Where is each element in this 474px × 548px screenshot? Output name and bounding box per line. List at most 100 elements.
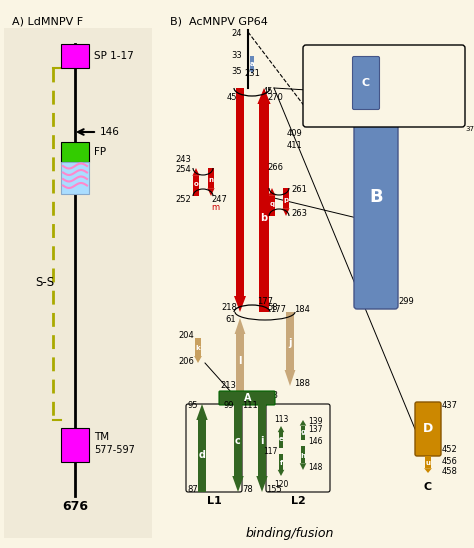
Text: 409: 409 [286, 129, 302, 139]
Text: 252: 252 [175, 196, 191, 204]
Text: 184: 184 [294, 305, 310, 315]
Polygon shape [300, 420, 306, 426]
Text: 177: 177 [270, 305, 286, 315]
Bar [322, 62, 326, 89]
Text: a: a [250, 61, 255, 66]
Bar [4, 28, 152, 538]
Text: 139: 139 [308, 418, 322, 426]
Polygon shape [283, 208, 290, 216]
Text: 35: 35 [231, 67, 242, 77]
Polygon shape [268, 188, 275, 196]
Text: 177: 177 [257, 298, 273, 306]
Text: m: m [211, 203, 219, 213]
Text: C: C [362, 78, 370, 88]
Text: 148: 148 [308, 464, 322, 472]
Text: i: i [260, 436, 264, 446]
Text: FP: FP [94, 147, 106, 157]
Text: 45: 45 [263, 88, 273, 96]
Polygon shape [300, 463, 306, 470]
Text: 348: 348 [337, 50, 351, 56]
Text: 357: 357 [367, 113, 381, 119]
Polygon shape [419, 89, 425, 100]
Polygon shape [393, 62, 399, 73]
Text: 437: 437 [442, 402, 458, 410]
Text: D: D [423, 423, 433, 436]
Text: g: g [301, 429, 306, 435]
Text: 261: 261 [291, 186, 307, 195]
Text: 263: 263 [291, 209, 307, 219]
Text: 456: 456 [442, 458, 458, 466]
Text: 146: 146 [100, 127, 120, 137]
Text: 58: 58 [267, 302, 278, 311]
Text: 204: 204 [178, 332, 194, 340]
Text: 372: 372 [465, 126, 474, 132]
Bar [301, 426, 305, 440]
Text: 87: 87 [187, 486, 198, 494]
Text: q: q [269, 201, 274, 207]
Text: l: l [238, 356, 242, 366]
Text: A) LdMNPV F: A) LdMNPV F [12, 16, 83, 26]
Bar [279, 432, 283, 448]
FancyBboxPatch shape [415, 402, 441, 456]
Text: 24: 24 [231, 30, 242, 38]
Text: 299: 299 [398, 298, 414, 306]
Bar [209, 168, 214, 188]
Bar [283, 188, 289, 208]
Text: 108: 108 [262, 391, 278, 401]
Bar [61, 428, 89, 462]
Text: L2: L2 [291, 496, 305, 506]
Polygon shape [278, 470, 284, 476]
Polygon shape [194, 356, 202, 363]
Text: e: e [279, 436, 283, 442]
Text: A: A [244, 393, 252, 403]
Text: 270: 270 [267, 94, 283, 102]
Polygon shape [424, 468, 432, 473]
Text: 254: 254 [175, 165, 191, 174]
FancyBboxPatch shape [354, 85, 398, 309]
Text: 45: 45 [227, 94, 237, 102]
Text: b: b [260, 213, 267, 223]
Text: 577-597: 577-597 [94, 445, 135, 455]
Polygon shape [256, 476, 268, 492]
Polygon shape [235, 318, 246, 334]
Bar [61, 162, 89, 194]
Text: 61: 61 [225, 316, 236, 324]
Text: B: B [369, 188, 383, 206]
Text: C: C [424, 482, 432, 492]
Text: 206: 206 [178, 357, 194, 367]
Text: TM: TM [94, 432, 109, 442]
Bar [61, 44, 89, 68]
Text: 117: 117 [264, 448, 278, 456]
Text: t: t [322, 75, 326, 81]
Text: binding/fusion: binding/fusion [246, 527, 334, 540]
Text: 188: 188 [294, 380, 310, 389]
Text: 209: 209 [220, 391, 236, 401]
Text: 231: 231 [244, 69, 260, 78]
Text: 676: 676 [62, 500, 88, 513]
Text: h: h [301, 453, 306, 459]
Text: 458: 458 [442, 467, 458, 477]
Text: 367: 367 [415, 52, 429, 58]
Text: 95: 95 [188, 402, 198, 410]
Text: 99: 99 [224, 402, 234, 410]
FancyBboxPatch shape [303, 45, 465, 127]
Polygon shape [208, 188, 215, 196]
Bar [236, 88, 245, 296]
Text: u: u [426, 460, 430, 466]
Text: 371: 371 [426, 113, 439, 119]
Bar [301, 446, 305, 463]
Text: r: r [394, 81, 398, 87]
Bar [234, 404, 242, 476]
Text: SP 1-17: SP 1-17 [94, 51, 134, 61]
FancyBboxPatch shape [219, 391, 275, 405]
Text: 266: 266 [267, 163, 283, 173]
Text: 78: 78 [242, 486, 253, 494]
Bar [259, 104, 269, 312]
Bar [195, 338, 201, 356]
Bar [250, 56, 254, 69]
Text: 243: 243 [175, 156, 191, 164]
Bar [193, 176, 199, 196]
Bar [61, 142, 89, 162]
Polygon shape [284, 370, 295, 386]
Text: f: f [280, 460, 283, 466]
